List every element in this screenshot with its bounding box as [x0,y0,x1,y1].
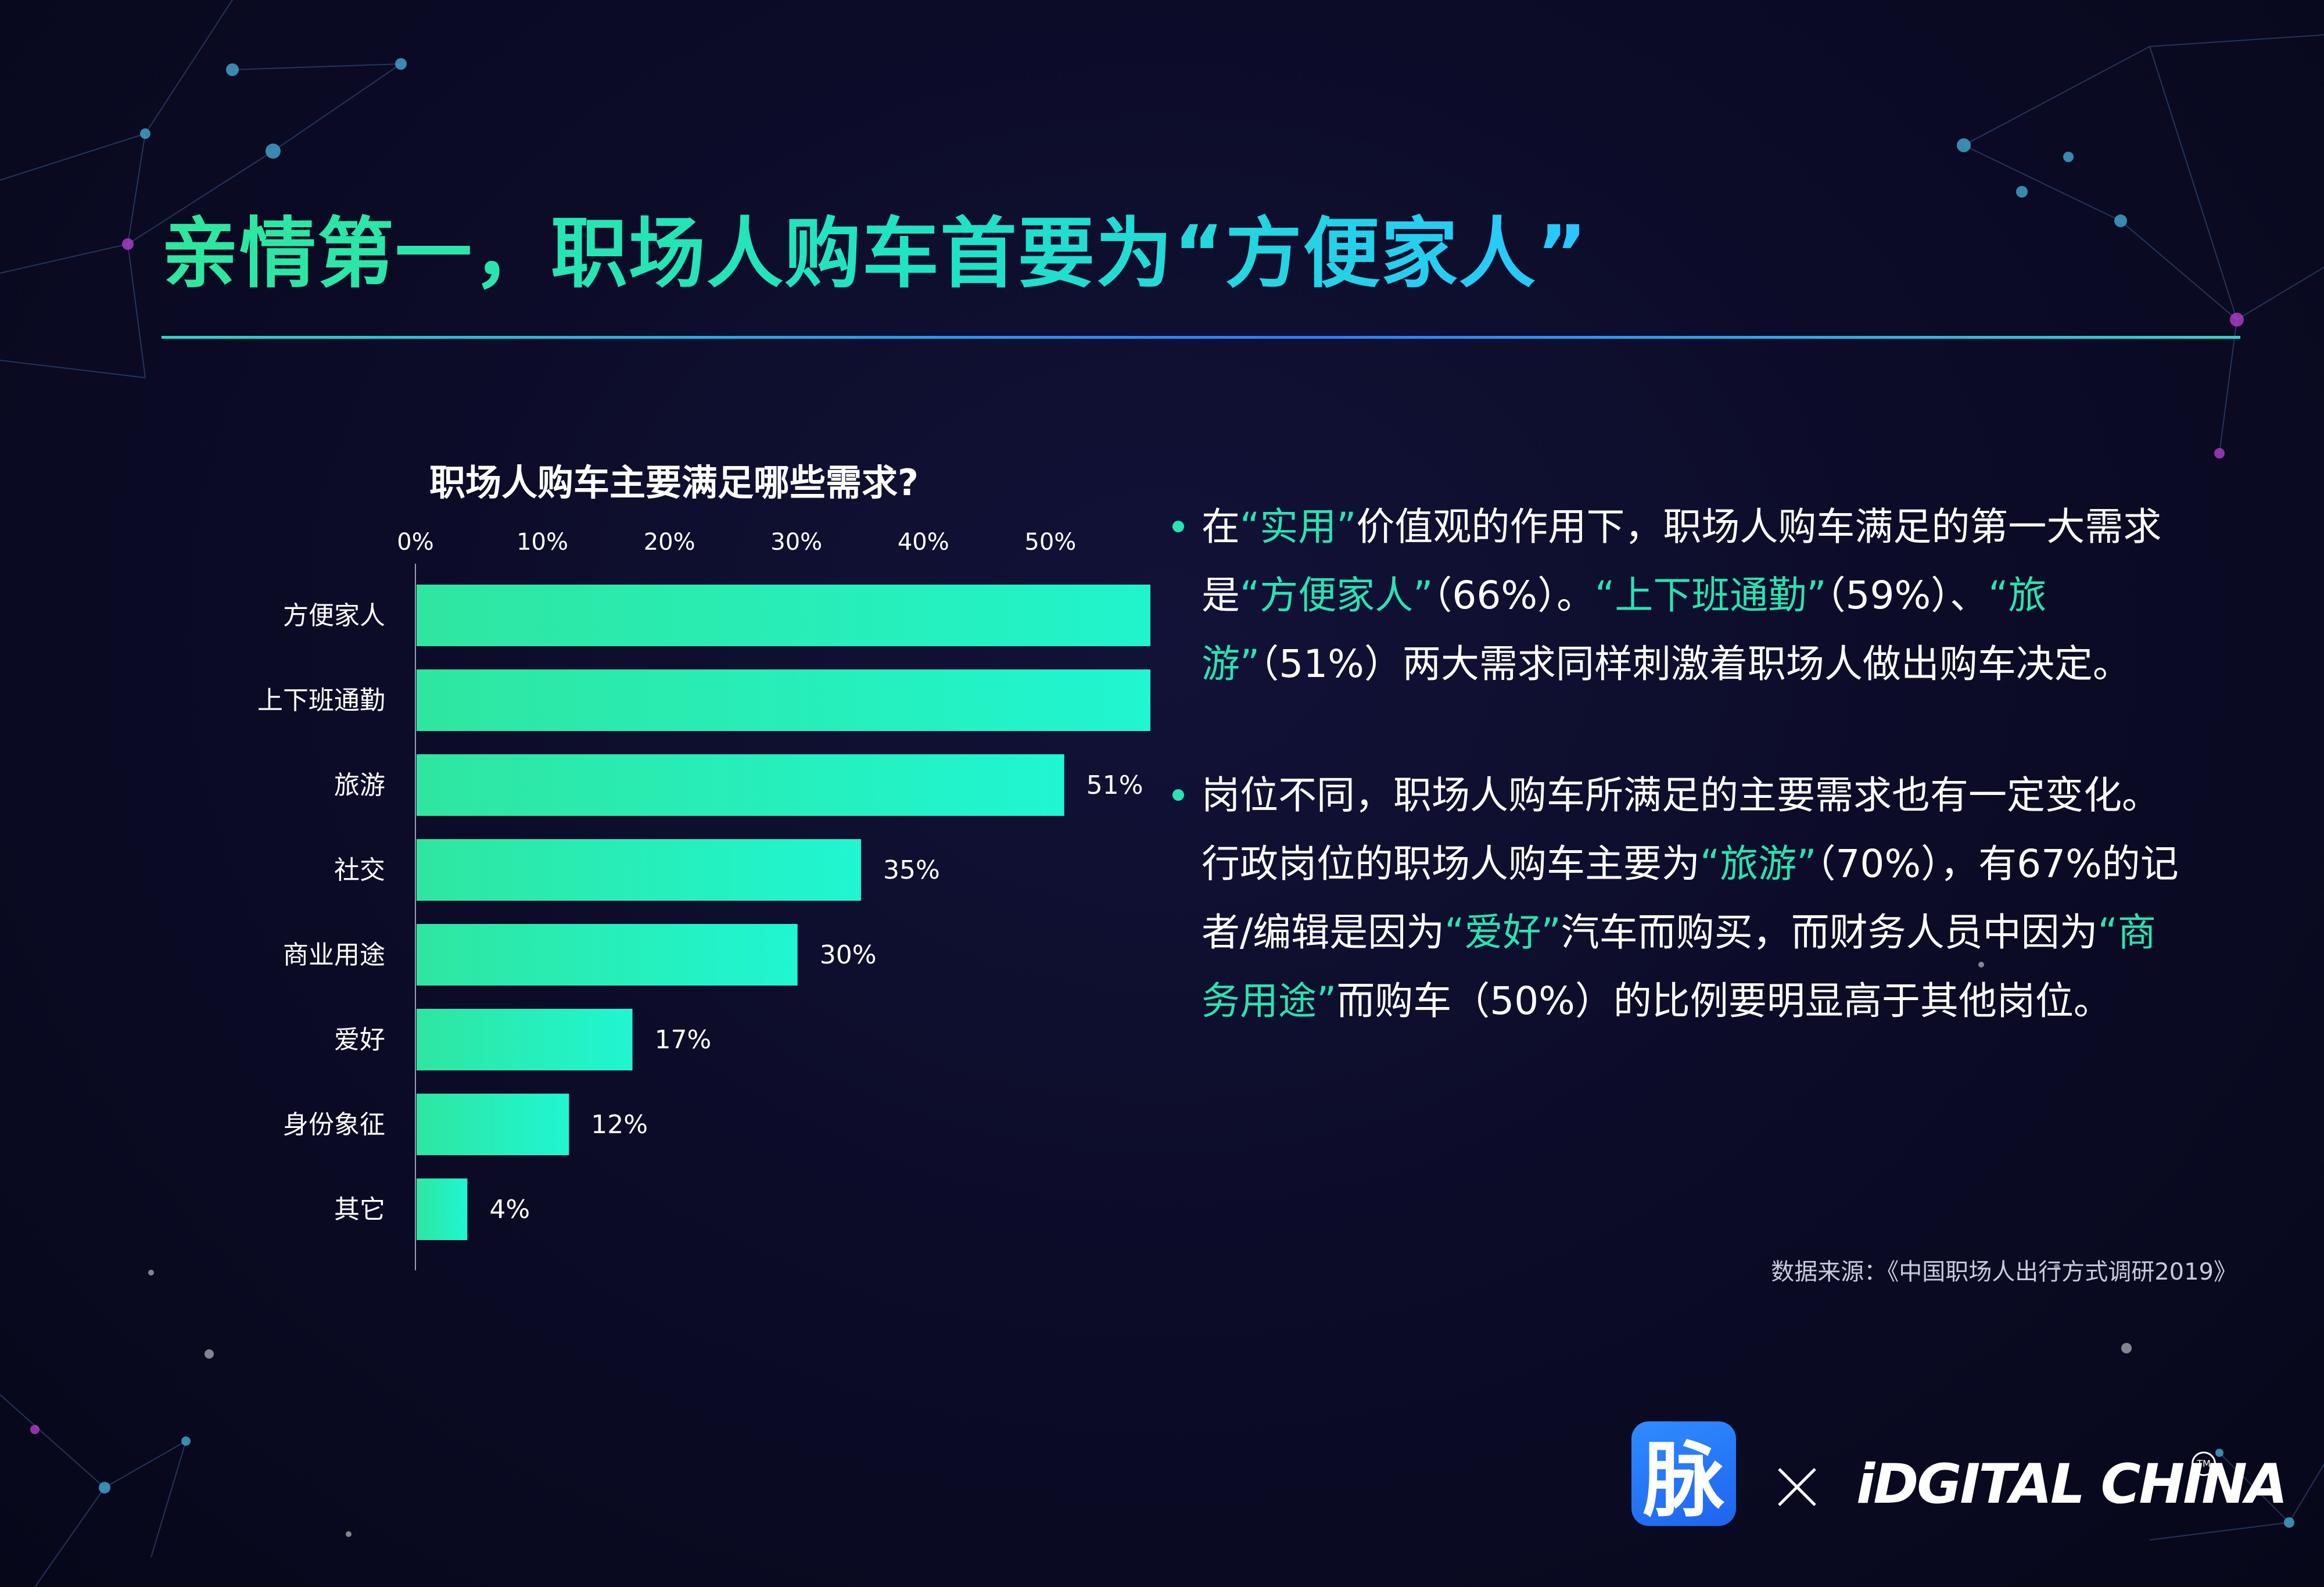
page-title: 亲情第一，职场人购车首要为“方便家人” [162,192,1588,303]
bar-chart: 0%10%20%30%40%50%60%70%方便家人66%上下班通勤59%旅游… [257,529,1150,1270]
x-tick-label: 30% [770,529,822,556]
insight-segment: 而购车（50%）的比例要明显高于其他岗位。 [1336,979,2112,1023]
category-label: 爱好 [334,1025,385,1055]
insight-text: 在“实用”价值观的作用下，职场人购车满足的第一大需求是“方便家人”（66%）。“… [1202,493,2190,698]
digital-china-logo: iDGITAL CHINA [1856,1453,2288,1516]
maimai-logo: 脉 [1631,1421,1736,1528]
bar [417,1009,633,1070]
x-tick-label: 20% [644,529,695,556]
bar [417,1094,569,1155]
highlight-term: “方便家人” [1240,573,1433,618]
bullet-dot-icon [1172,521,1184,532]
bar [417,754,1064,816]
value-label: 35% [883,855,940,885]
data-source-note: 数据来源：《中国职场人出行方式调研2019》 [1771,1259,2237,1285]
highlight-term: “旅游” [1202,573,2047,686]
highlight-term: “爱好” [1444,910,1561,955]
bar [417,839,861,901]
category-label: 身份象征 [283,1110,385,1140]
insight-segment: （66%）。 [1433,573,1595,618]
value-label: 12% [591,1110,648,1140]
insight-segment: （51%）两大需求同样刺激着职场人做出购车决定。 [1260,642,2131,686]
value-label: 51% [1086,771,1143,800]
category-label: 其它 [334,1195,385,1224]
chart-title: 职场人购车主要满足哪些需求? [429,461,919,504]
trademark-icon: TM [2192,1452,2216,1476]
insight-segment: 在 [1202,504,1240,549]
highlight-term: “商务用途” [1202,910,2156,1023]
insight-text: 岗位不同，职场人购车所满足的主要需求也有一定变化。行政岗位的职场人购车主要为“旅… [1202,761,2190,1036]
category-label: 商业用途 [283,940,385,970]
bar [417,924,798,986]
insight-item: 在“实用”价值观的作用下，职场人购车满足的第一大需求是“方便家人”（66%）。“… [1168,493,2190,698]
x-tick-label: 40% [898,529,949,556]
value-label: 4% [489,1195,530,1224]
category-label: 上下班通勤 [257,686,385,715]
highlight-term: “实用” [1240,504,1357,549]
value-label: 30% [820,940,877,970]
category-label: 方便家人 [283,601,385,630]
bullet-dot-icon [1172,789,1184,801]
value-label: 17% [655,1025,712,1055]
insight-item: 岗位不同，职场人购车所满足的主要需求也有一定变化。行政岗位的职场人购车主要为“旅… [1168,761,2190,1036]
insight-segment: （59%）、 [1826,573,1989,618]
insight-segment: 价值观的作用下，职场人购车满足的第一大需求是 [1202,504,2162,618]
insight-segment: 汽车而购买，而财务人员中因为 [1561,910,2098,955]
x-tick-label: 0% [397,529,433,556]
bar [417,1178,468,1240]
category-label: 旅游 [334,771,385,800]
x-tick-label: 50% [1024,529,1076,556]
insight-segment: （70%），有67%的记者/编辑是因为 [1202,841,2179,955]
bar [417,585,1150,646]
insight-list: 在“实用”价值观的作用下，职场人购车满足的第一大需求是“方便家人”（66%）。“… [1168,493,2190,1098]
highlight-term: “上下班通勤” [1595,573,1827,618]
bar [417,669,1150,731]
x-tick-label: 10% [517,529,568,556]
category-label: 社交 [334,855,385,885]
cross-icon [1778,1468,1816,1506]
title-divider [162,336,2240,339]
insight-segment: 岗位不同，职场人购车所满足的主要需求也有一定变化。行政岗位的职场人购车主要为 [1202,773,2160,886]
highlight-term: “旅游” [1700,841,1817,886]
